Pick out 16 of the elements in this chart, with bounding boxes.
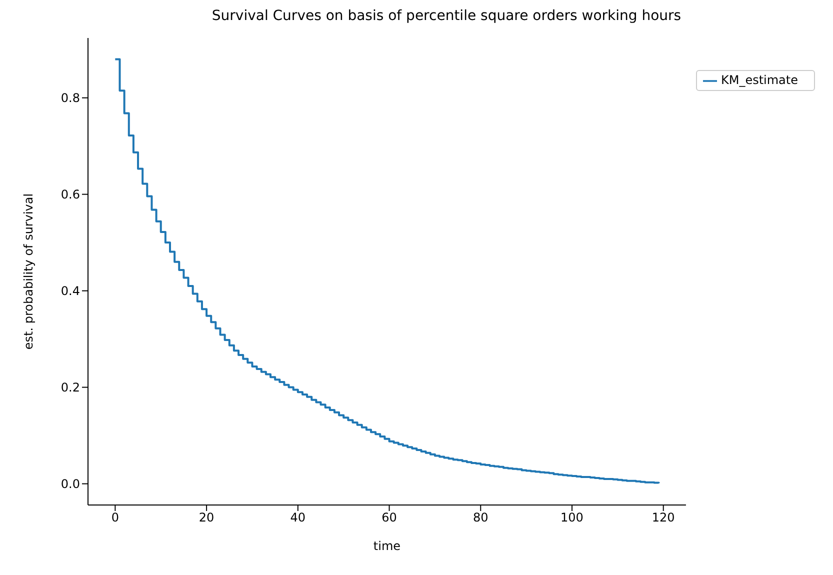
x-tick-label: 100 [560,510,584,525]
x-tick-label: 120 [652,510,675,525]
x-tick-label: 60 [382,510,397,525]
chart-title: Survival Curves on basis of percentile square orders working hours [210,8,682,26]
x-tick-label: 20 [198,510,214,525]
y-tick-label: 0.2 [60,380,80,395]
y-axis-title: est. probability of survival [21,193,36,350]
y-tick-label: 0.0 [60,477,80,492]
y-tick-label: 0.8 [60,91,80,106]
legend-label: KM_estimate [720,73,798,87]
x-tick-label: 80 [472,510,488,525]
y-tick-label: 0.6 [60,188,80,202]
x-axis-title: time [373,539,401,553]
x-tick-label: 0 [111,510,119,525]
x-tick-label: 40 [290,510,306,525]
y-tick-label: 0.4 [60,284,80,298]
